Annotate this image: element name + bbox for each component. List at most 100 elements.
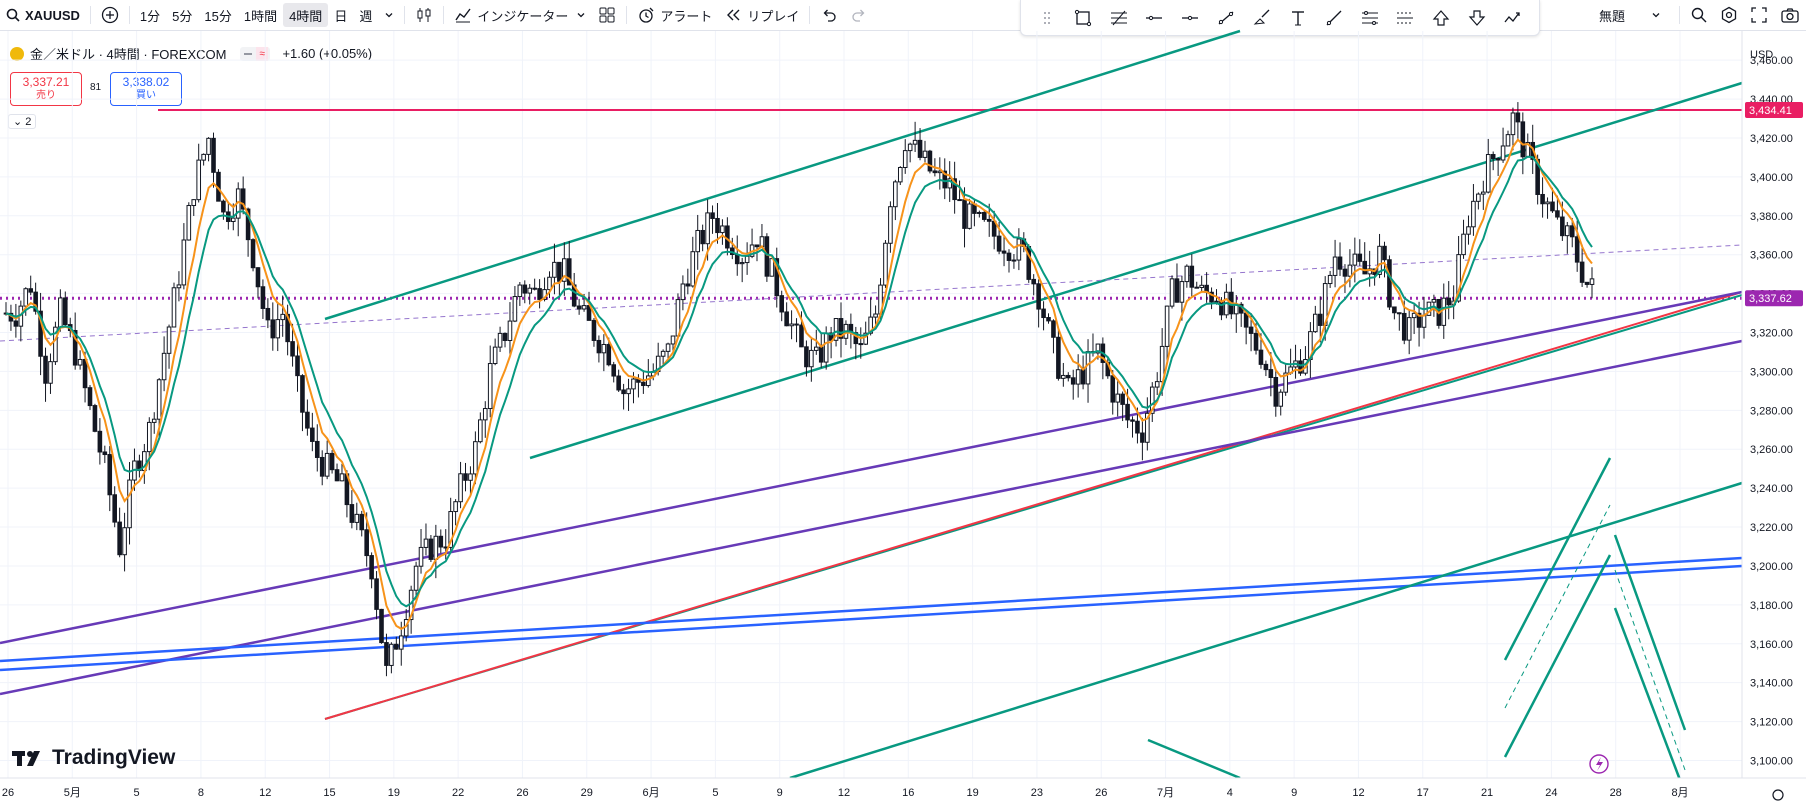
candle-body [235,188,241,219]
candle-body [1100,343,1106,363]
compare-button[interactable] [95,0,125,30]
parallel-channel-tool-icon[interactable] [1358,6,1382,30]
resistance-price-label-bg [1745,101,1803,118]
candle-body [28,288,34,293]
indicators-button[interactable]: インジケーター [448,0,592,30]
layout-button[interactable] [592,0,622,30]
candle-body [1560,216,1565,237]
interval-1d[interactable]: 日 [334,8,348,24]
candle-body [443,546,449,549]
horizontal-ray-tool-icon[interactable] [1178,6,1202,30]
brush-tool-icon[interactable] [1250,6,1274,30]
candle-body [453,501,458,513]
sell-button[interactable]: 3,337.21 売り [10,72,82,106]
path-tool-icon[interactable] [1501,6,1525,30]
replay-button[interactable]: リプレイ [718,0,805,30]
candle-body [507,320,513,342]
candle-body [596,339,602,354]
candle-body [112,494,117,523]
candle-body [1520,121,1526,158]
candle-body [1238,303,1244,314]
interval-1h[interactable]: 1時間 [243,8,278,24]
snapshot-button[interactable] [1774,0,1806,30]
candle-body [38,310,43,357]
candle-body [196,159,201,201]
candle-body [1426,301,1432,316]
candle-body [878,284,883,315]
arrow-down-tool-icon[interactable] [1465,6,1489,30]
market-status-badge[interactable]: ≈ [240,46,271,61]
candle-body [744,255,750,264]
quick-search-button[interactable] [1684,0,1714,30]
interval-5m[interactable]: 5分 [172,8,193,24]
candle-body [127,479,132,529]
candle-body [117,521,122,556]
candle-body [1372,268,1377,275]
fib-tool-icon[interactable] [1107,6,1131,30]
fullscreen-button[interactable] [1744,0,1774,30]
layout-name-button[interactable]: 無題 [1593,0,1675,30]
candle-body [1342,268,1348,277]
candle-body [364,529,369,557]
candle-body [1248,326,1254,334]
trendline-tool-icon[interactable] [1214,6,1238,30]
candle-body [1065,374,1071,379]
time-tick-label: 16 [902,787,914,799]
time-tick-label: 4 [1227,787,1233,799]
projection-up-mid [1504,504,1611,709]
settings-button[interactable] [1714,0,1744,30]
time-tick-label: 26 [1095,787,1107,799]
rectangle-tool-icon[interactable] [1071,6,1095,30]
candle-body [1481,191,1486,195]
candle-body [522,284,528,294]
candle-body [1555,210,1560,218]
candle-body [1540,193,1545,205]
indicators-collapse-button[interactable]: ⌄ 2 [8,114,37,129]
candle-body [13,320,19,327]
candle-body [670,335,676,345]
interval-dropdown[interactable] [378,0,400,30]
divider [626,6,628,24]
currency-label: USD [1750,49,1773,61]
chart-type-button[interactable] [409,0,439,30]
candle-body [566,258,572,286]
ray-tool-icon[interactable] [1322,6,1346,30]
replay-label: リプレイ [747,8,800,24]
candle-body [1397,312,1402,315]
drag-handle-icon[interactable] [1035,6,1059,30]
channel-upper-1 [324,29,1241,321]
candle-body [107,454,113,496]
candle-body [665,343,671,352]
buy-button[interactable]: 3,338.02 買い [110,72,182,106]
text-tool-icon[interactable] [1286,6,1310,30]
candle-body [1416,312,1422,328]
layout-name: 無題 [1599,8,1626,24]
candle-body [1046,317,1051,322]
indicators-label: インジケーター [477,8,569,24]
candle-body [1500,145,1506,161]
horizontal-line-tool-icon[interactable] [1142,6,1166,30]
interval-15m[interactable]: 15分 [204,8,232,24]
price-tick-label: 3,240.00 [1750,483,1793,495]
time-tick-label: 22 [452,787,464,799]
interval-4h[interactable]: 4時間 [283,3,329,27]
interval-1w[interactable]: 週 [359,8,373,24]
candle-body [616,375,621,391]
symbol-search[interactable]: XAUUSD [0,0,86,30]
redo-button[interactable] [844,0,874,30]
undo-button[interactable] [814,0,844,30]
regression-tool-icon[interactable] [1393,6,1417,30]
projection-up-1 [1503,457,1612,661]
price-tick-label: 3,300.00 [1750,366,1793,378]
candle-body [1095,343,1101,354]
candle-body [729,247,735,255]
arrow-up-tool-icon[interactable] [1429,6,1453,30]
candlestick-icon [417,8,431,22]
candle-body [176,284,182,289]
candle-body [1164,305,1170,347]
interval-1m[interactable]: 1分 [139,8,161,24]
candle-body [868,316,873,334]
alert-button[interactable]: アラート [631,0,718,30]
candle-body [463,473,468,481]
